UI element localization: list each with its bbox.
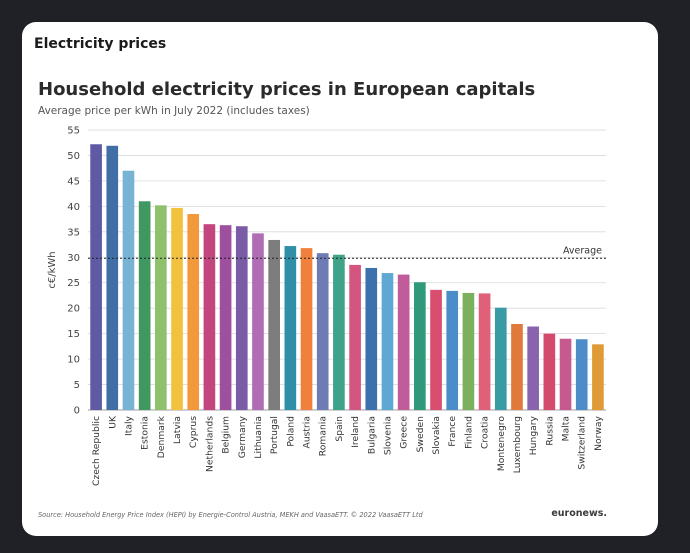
post-card: Electricity prices Household electricity… <box>22 22 658 536</box>
chart-title: Household electricity prices in European… <box>38 79 535 100</box>
x-tick-label: Montenegro <box>496 416 507 472</box>
x-tick-label: Estonia <box>140 416 151 450</box>
y-tick-label: 35 <box>67 227 80 238</box>
y-tick-label: 25 <box>67 278 80 289</box>
x-axis-ticks: Czech Republic UK Italy Estonia Denmark Latvi… <box>91 415 604 486</box>
x-tick-label: Romania <box>318 416 329 456</box>
bar-slovenia <box>381 273 394 410</box>
bar-italy <box>122 170 135 410</box>
y-axis-label: c€/kWh <box>47 251 58 288</box>
bar-slovakia <box>430 289 442 410</box>
y-tick-label: 15 <box>67 329 80 340</box>
bar-russia <box>543 333 556 410</box>
y-axis-ticks: 0 5 10 15 20 25 30 35 40 45 50 55 <box>67 126 80 417</box>
post-title: Electricity prices <box>34 36 167 52</box>
x-tick-label: Luxembourg <box>512 416 523 473</box>
x-tick-label: Russia <box>544 416 555 446</box>
x-tick-label: UK <box>107 415 118 429</box>
y-tick-label: 0 <box>74 406 80 417</box>
bar-ireland <box>349 264 361 410</box>
bar-bulgaria <box>365 267 378 410</box>
x-tick-label: Italy <box>123 415 134 435</box>
x-tick-label: Bulgaria <box>366 416 377 454</box>
y-tick-label: 50 <box>67 151 80 162</box>
x-tick-label: Ireland <box>350 416 361 448</box>
bar-greece <box>397 274 410 410</box>
y-tick-label: 55 <box>67 126 80 137</box>
bar-romania <box>316 253 329 410</box>
x-tick-label: Slovakia <box>431 416 442 455</box>
bar-sweden <box>414 282 426 410</box>
bar-netherlands <box>203 224 216 410</box>
bar-malta <box>559 338 572 410</box>
bar-france <box>446 290 459 410</box>
bar-norway <box>592 344 604 410</box>
x-tick-label: Greece <box>399 416 410 449</box>
x-tick-label: Hungary <box>528 415 539 455</box>
bar-luxembourg <box>511 323 523 410</box>
bar-poland <box>284 246 297 410</box>
bar-latvia <box>171 207 183 410</box>
bar-estonia <box>138 201 151 410</box>
x-tick-label: Switzerland <box>577 416 588 470</box>
y-tick-label: 5 <box>74 380 80 391</box>
x-tick-label: Spain <box>334 416 345 442</box>
bars <box>90 144 604 411</box>
bar-czech-republic <box>90 144 102 410</box>
x-tick-label: Malta <box>561 416 572 441</box>
source-note: Source: Household Energy Price Index (HE… <box>38 511 423 519</box>
y-tick-label: 45 <box>67 176 80 187</box>
bar-hungary <box>527 326 539 410</box>
bar-spain <box>333 254 345 410</box>
x-tick-label: Sweden <box>415 416 426 452</box>
x-tick-label: Denmark <box>156 415 167 458</box>
x-tick-label: Latvia <box>172 416 183 444</box>
bar-cyprus <box>187 214 200 410</box>
y-tick-label: 10 <box>67 355 80 366</box>
bar-croatia <box>478 293 491 410</box>
euronews-logo: euronews. <box>551 508 607 519</box>
x-tick-label: Belgium <box>221 416 232 454</box>
x-tick-label: France <box>447 416 458 447</box>
x-tick-label: Germany <box>237 415 248 458</box>
bar-lithuania <box>252 233 264 410</box>
y-tick-label: 30 <box>67 253 80 264</box>
x-tick-label: Netherlands <box>204 416 215 472</box>
bar-germany <box>235 226 248 410</box>
average-label: Average <box>563 245 602 256</box>
x-tick-label: Portugal <box>269 416 280 454</box>
bar-belgium <box>219 225 232 410</box>
bar-uk <box>106 145 119 411</box>
bar-montenegro <box>494 307 507 410</box>
bar-finland <box>462 292 475 410</box>
x-tick-label: Finland <box>463 416 474 449</box>
x-tick-label: Slovenia <box>382 416 393 455</box>
x-tick-label: Poland <box>285 416 296 447</box>
x-tick-label: Austria <box>302 416 313 448</box>
bar-chart: Household electricity prices in European… <box>38 79 607 519</box>
x-tick-label: Lithuania <box>253 416 264 459</box>
x-tick-label: Czech Republic <box>91 416 102 486</box>
bar-austria <box>300 248 313 410</box>
x-tick-label: Cyprus <box>188 416 199 448</box>
y-tick-label: 40 <box>67 202 80 213</box>
y-tick-label: 20 <box>67 304 80 315</box>
average-reference-line: Average <box>88 245 606 259</box>
x-tick-label: Norway <box>593 415 604 450</box>
chart-subtitle: Average price per kWh in July 2022 (incl… <box>38 105 310 117</box>
x-tick-label: Croatia <box>480 416 491 449</box>
bar-switzerland <box>575 339 588 410</box>
bar-denmark <box>155 205 167 410</box>
bar-portugal <box>268 239 280 410</box>
